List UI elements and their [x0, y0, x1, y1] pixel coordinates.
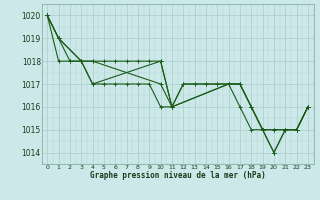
- X-axis label: Graphe pression niveau de la mer (hPa): Graphe pression niveau de la mer (hPa): [90, 171, 266, 180]
